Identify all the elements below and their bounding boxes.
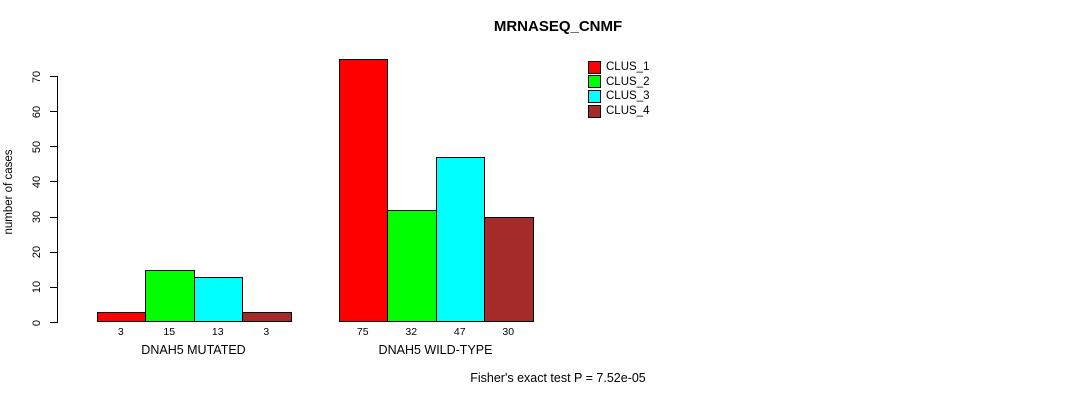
chart-title: MRNASEQ_CNMF <box>493 18 623 35</box>
legend: CLUS_1 CLUS_2 CLUS_3 CLUS_4 <box>588 60 649 118</box>
bar-clus-4-dnah5-mutated <box>242 311 292 323</box>
y-axis-tick-label: 50 <box>31 140 43 153</box>
y-axis-tick-label: 30 <box>31 210 43 224</box>
bar-value-label: 15 <box>163 326 176 338</box>
bar-clus-1-dnah5-wild-type <box>338 59 388 323</box>
x-category-label: DNAH5 MUTATED <box>141 343 246 357</box>
y-axis-tick <box>50 216 58 218</box>
y-axis-tick-label: 70 <box>31 70 43 83</box>
y-axis-tick <box>50 181 58 183</box>
legend-item-clus-4: CLUS_4 <box>588 104 649 119</box>
y-axis-tick-label: 10 <box>31 281 43 294</box>
x-category-label: DNAH5 WILD-TYPE <box>378 343 493 357</box>
bar-clus-2-dnah5-mutated <box>145 269 195 323</box>
y-axis-tick-label: 60 <box>31 105 43 118</box>
y-axis <box>57 76 58 324</box>
bar-value-label: 3 <box>263 326 270 338</box>
y-axis-tick <box>50 111 58 113</box>
legend-label: CLUS_4 <box>606 105 650 118</box>
y-axis-tick-label: 20 <box>31 246 43 259</box>
legend-label: CLUS_2 <box>606 75 650 88</box>
legend-label: CLUS_3 <box>606 90 650 103</box>
legend-swatch-clus-3 <box>588 89 601 103</box>
y-axis-tick <box>50 286 58 288</box>
legend-item-clus-3: CLUS_3 <box>588 89 649 104</box>
bar-value-label: 30 <box>502 326 515 338</box>
bar-clus-4-dnah5-wild-type <box>484 217 534 323</box>
bar-value-label: 32 <box>405 326 418 338</box>
legend-swatch-clus-4 <box>588 104 601 118</box>
y-axis-tick <box>50 146 58 148</box>
fisher-test-footnote: Fisher's exact test P = 7.52e-05 <box>470 371 646 385</box>
y-axis-tick <box>50 322 58 323</box>
bar-clus-1-dnah5-mutated <box>96 311 146 323</box>
bar-value-label: 3 <box>117 326 124 338</box>
bar-value-label: 47 <box>453 326 466 338</box>
y-axis-tick <box>50 251 58 253</box>
y-axis-label: number of cases <box>3 149 15 235</box>
bar-clus-2-dnah5-wild-type <box>387 210 437 323</box>
legend-swatch-clus-1 <box>588 60 601 74</box>
bar-clus-3-dnah5-wild-type <box>435 157 485 323</box>
y-axis-tick-label: 40 <box>31 175 43 189</box>
bar-value-label: 13 <box>211 326 224 338</box>
y-axis-tick <box>50 76 58 78</box>
legend-label: CLUS_1 <box>606 61 650 74</box>
legend-item-clus-1: CLUS_1 <box>588 60 649 75</box>
bar-value-label: 75 <box>356 326 369 338</box>
y-axis-tick-label: 0 <box>31 319 43 326</box>
legend-swatch-clus-2 <box>588 75 601 89</box>
bar-clus-3-dnah5-mutated <box>193 276 243 323</box>
legend-item-clus-2: CLUS_2 <box>588 75 649 90</box>
